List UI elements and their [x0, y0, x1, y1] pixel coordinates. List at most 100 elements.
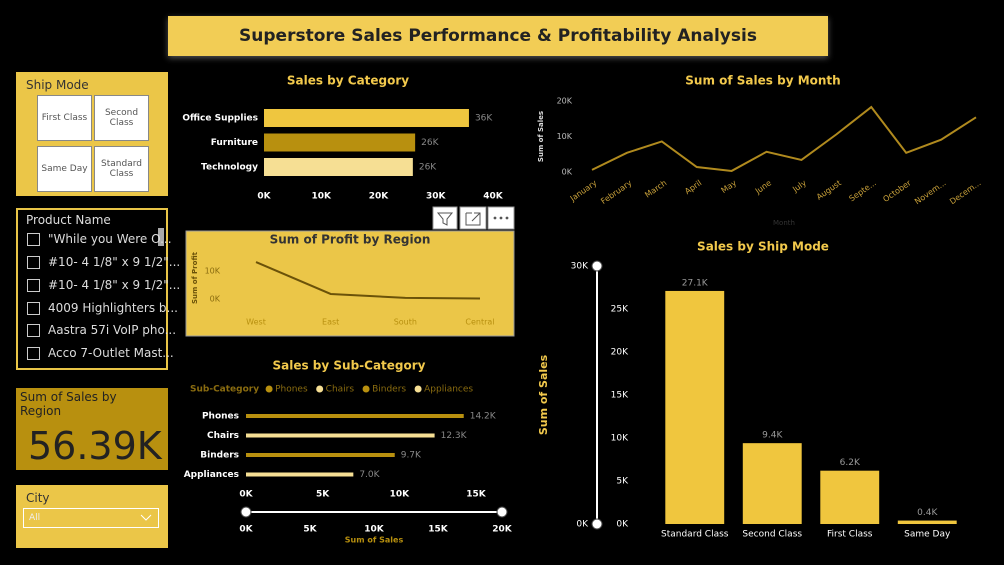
slicer-item[interactable]: #10- 4 1/8" x 9 1/2"... [27, 255, 180, 269]
y-tick-label: 0K [210, 295, 221, 304]
legend-marker [265, 385, 273, 393]
slicer-option[interactable]: Same Day [37, 146, 92, 192]
bar [246, 472, 354, 477]
legend-label: Chairs [326, 385, 355, 395]
bar [246, 453, 395, 457]
data-label: 0.4K [917, 508, 938, 518]
bar [264, 109, 469, 127]
x-tick-label: Same Day [904, 530, 951, 540]
chart-title: Sales by Sub-Category [272, 359, 425, 373]
y-axis-label: Sum of Sales [537, 354, 550, 435]
x-tick-label: 10K [390, 490, 411, 500]
bar [665, 290, 725, 524]
zoom-handle[interactable] [240, 506, 252, 518]
chevron [140, 514, 152, 521]
x-tick-label: 15K [466, 490, 487, 500]
dropdown[interactable]: All [23, 508, 159, 528]
x-tick-label: South [394, 318, 417, 327]
ship-mode-slicer: Ship Mode First Class Second Class Same … [16, 72, 168, 196]
product-slicer: Product Name "While you Were O... #10- 4… [16, 208, 180, 370]
chart-title: Sales by Category [287, 74, 409, 88]
legend-label: Binders [372, 385, 406, 395]
line [591, 105, 977, 172]
data-label: 27.1K [682, 278, 709, 288]
y-axis-label: Sum of Sales [537, 111, 545, 162]
x-tick-label: 10K [312, 192, 333, 202]
slicer-title: Ship Mode [26, 78, 89, 92]
bar [820, 470, 880, 524]
item-label: 4009 Highlighters b... [48, 301, 178, 315]
zoom-handle[interactable] [591, 260, 603, 272]
dropdown-value: All [29, 513, 41, 523]
kpi-card: Sum of Sales by Region 56.39K [16, 388, 168, 470]
bar [742, 443, 802, 524]
data-label: 14.2K [470, 412, 497, 422]
slicer-option[interactable]: Second Class [94, 95, 149, 141]
x-tick-label: May [720, 178, 739, 195]
x-tick-label: 40K [483, 192, 504, 202]
x-tick-label: East [322, 318, 339, 327]
card-title: Sum of Sales by Region [20, 390, 117, 418]
zoom-tick-label: 30K [571, 262, 589, 272]
legend-marker [316, 385, 324, 393]
filter-icon[interactable] [432, 206, 458, 230]
slicer-option[interactable]: First Class [37, 95, 92, 141]
chart-title: Sales by Ship Mode [697, 240, 829, 254]
x-tick-label: West [246, 318, 266, 327]
data-label: 9.4K [762, 431, 783, 441]
city-slicer: City All [16, 485, 168, 548]
bar [264, 158, 413, 176]
legend-label: Phones [275, 385, 308, 395]
y-tick-label: 0K [616, 520, 629, 530]
category-label: Technology [201, 163, 258, 173]
y-tick-label: 10K [611, 434, 629, 444]
legend-title: Sub-Category [190, 385, 259, 395]
slicer-option[interactable]: Standard Class [94, 146, 149, 192]
x-tick-label: February [599, 178, 633, 206]
zoom-tick-label: 0K [576, 520, 589, 530]
y-tick-label: 20K [557, 97, 573, 106]
data-label: 26K [421, 138, 439, 148]
data-label: 7.0K [359, 470, 380, 480]
x-tick-label: Septe... [847, 178, 877, 203]
x-tick-label: June [753, 178, 773, 196]
data-label: 9.7K [401, 451, 422, 461]
data-label: 6.2K [840, 458, 861, 468]
legend-marker [362, 385, 370, 393]
zoom-tick-label: 20K [492, 525, 513, 535]
visual-header [432, 206, 515, 230]
slicer-item[interactable]: Acco 7-Outlet Mast... [27, 346, 174, 360]
slicer-title: Product Name [26, 213, 111, 227]
item-label: "While you Were O... [48, 232, 172, 246]
bar [246, 414, 464, 418]
data-label: 26K [419, 163, 437, 173]
data-label: 12.3K [441, 431, 468, 441]
category-label: Chairs [207, 431, 239, 441]
bar [264, 133, 416, 152]
more-icon[interactable] [487, 206, 515, 230]
scrollbar[interactable] [158, 228, 164, 246]
y-axis-label: Sum of Profit [191, 251, 199, 304]
title-banner: Superstore Sales Performance & Profitabi… [168, 16, 828, 56]
slicer-item[interactable]: 4009 Highlighters b... [27, 301, 178, 315]
x-tick-label: Second Class [742, 530, 802, 540]
y-tick-label: 10K [557, 132, 573, 141]
y-tick-label: 25K [611, 305, 629, 315]
x-tick-label: August [815, 178, 843, 201]
slicer-item[interactable]: "While you Were O... [27, 232, 172, 246]
x-tick-label: July [790, 178, 808, 194]
x-tick-label: Central [465, 318, 494, 327]
item-label: Aastra 57i VoIP pho... [48, 323, 177, 337]
x-tick-label: 5K [316, 490, 330, 500]
focus-icon[interactable] [459, 206, 487, 230]
zoom-handle[interactable] [591, 518, 603, 530]
slicer-item[interactable]: #10- 4 1/8" x 9 1/2"... [27, 278, 180, 292]
x-axis-label: Month [773, 219, 795, 227]
slicer-item[interactable]: Aastra 57i VoIP pho... [27, 323, 176, 337]
item-label: #10- 4 1/8" x 9 1/2"... [48, 278, 181, 292]
x-tick-label: Novem... [913, 178, 948, 206]
y-tick-label: 10K [205, 267, 221, 276]
x-tick-label: October [881, 178, 913, 204]
x-tick-label: January [568, 178, 599, 203]
zoom-handle[interactable] [496, 506, 508, 518]
